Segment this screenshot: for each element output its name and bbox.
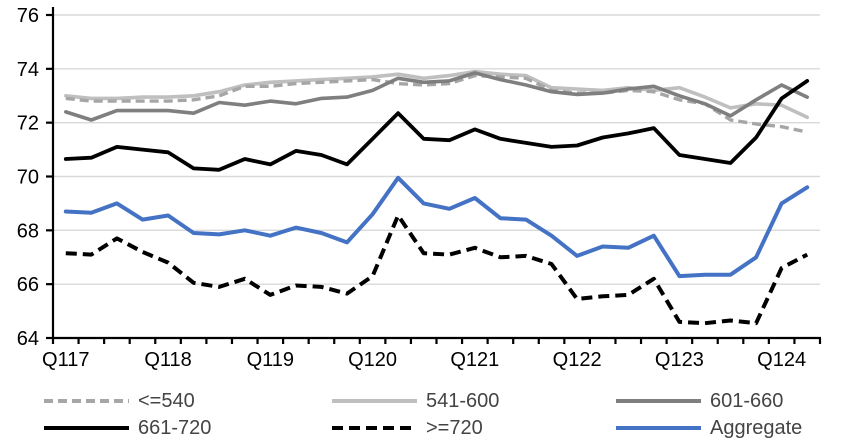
x-tick-label: Q122 [553,349,602,371]
x-tick-label: Q118 [144,349,191,371]
legend-label: >=720 [426,417,483,439]
legend-swatch-blue [616,426,701,430]
x-tick-label: Q117 [42,349,89,371]
series-line-540 [65,73,808,134]
legend-swatch-light-gray [332,399,417,403]
series-line-Aggregate [63,175,810,279]
legend-swatch-black-solid [44,426,129,430]
series-line-601-660 [64,71,810,122]
legend-item-le-540: <=540 [44,388,195,414]
plot-area: 64 66 68 70 72 74 76 Q117 Q118 Q119 Q120 Q121 Q122 Q1… [17,5,822,371]
legend-label: Aggregate [710,417,803,439]
series-line-661-720 [63,79,810,172]
y-tick-label: 74 [17,59,39,81]
legend-label: 541-600 [426,390,500,412]
legend-item-601-660: 601-660 [616,388,783,414]
legend-item-aggregate: Aggregate [616,415,802,441]
y-tick-label: 64 [17,328,39,350]
x-tick-label: Q121 [450,349,499,371]
legend-label: 661-720 [138,417,212,439]
legend-label: <=540 [138,390,195,412]
series-line-720 [65,213,809,326]
x-tick-label: Q120 [348,349,397,371]
y-tick-label: 68 [17,220,39,242]
legend-swatch-dark-gray [616,399,701,403]
legend-item-661-720: 661-720 [44,415,211,441]
y-tick-label: 66 [17,274,39,296]
legend-item-541-600: 541-600 [332,388,499,414]
series-line-541-600 [64,69,810,120]
y-tick-label: 72 [17,113,39,135]
x-tick-label: Q123 [655,349,704,371]
legend-swatch-dashed-gray [44,399,129,403]
legend-label: 601-660 [710,390,784,412]
legend-item-ge-720: >=720 [332,415,483,441]
legend-swatch-black-dashed [332,426,417,430]
y-tick-label: 76 [17,5,39,27]
x-tick-label: Q124 [757,349,806,371]
y-tick-label: 70 [17,167,39,189]
x-tick-label: Q119 [247,349,294,371]
